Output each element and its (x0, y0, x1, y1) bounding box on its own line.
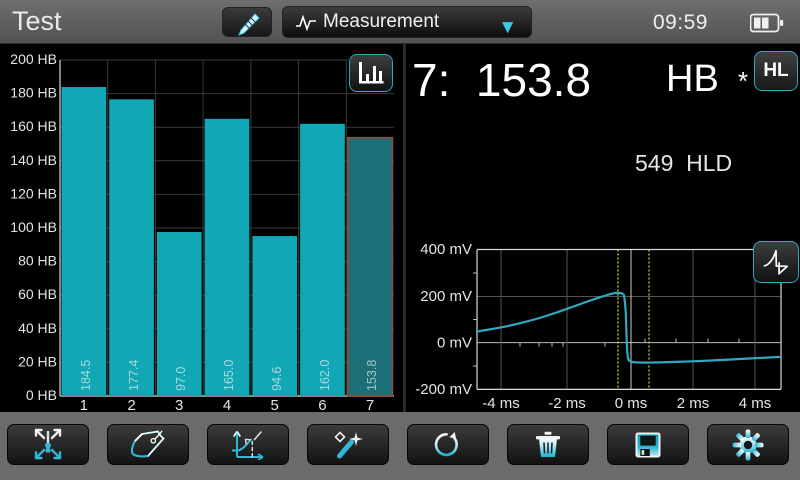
svg-text:60 HB: 60 HB (18, 286, 57, 302)
svg-text:400 mV: 400 mV (420, 241, 472, 258)
svg-text:0 ms: 0 ms (615, 395, 648, 412)
svg-text:40 HB: 40 HB (18, 320, 57, 336)
svg-text:1: 1 (80, 397, 88, 412)
svg-text:6: 6 (318, 397, 326, 412)
svg-text:165.0: 165.0 (222, 360, 236, 391)
svg-text:100 HB: 100 HB (10, 219, 57, 235)
svg-text:94.6: 94.6 (270, 367, 284, 391)
svg-text:200 HB: 200 HB (10, 51, 57, 67)
svg-text:7: 7 (366, 397, 374, 412)
svg-text:200 mV: 200 mV (420, 288, 472, 305)
svg-text:2 ms: 2 ms (677, 395, 710, 412)
svg-text:184.5: 184.5 (79, 360, 93, 391)
svg-text:0 mV: 0 mV (437, 335, 472, 352)
svg-text:180 HB: 180 HB (10, 85, 57, 101)
svg-text:4 ms: 4 ms (739, 395, 772, 412)
svg-text:80 HB: 80 HB (18, 253, 57, 269)
svg-text:5: 5 (271, 397, 279, 412)
svg-text:0 HB: 0 HB (26, 387, 57, 403)
svg-text:4: 4 (223, 397, 231, 412)
svg-text:3: 3 (175, 397, 183, 412)
svg-text:-200 mV: -200 mV (415, 381, 472, 398)
svg-text:160 HB: 160 HB (10, 118, 57, 134)
svg-text:-4 ms: -4 ms (482, 395, 520, 412)
svg-text:2: 2 (127, 397, 135, 412)
svg-text:20 HB: 20 HB (18, 353, 57, 369)
svg-text:177.4: 177.4 (127, 360, 141, 391)
svg-text:140 HB: 140 HB (10, 152, 57, 168)
svg-text:97.0: 97.0 (174, 367, 188, 391)
svg-text:-2 ms: -2 ms (548, 395, 586, 412)
svg-text:153.8: 153.8 (365, 360, 379, 391)
svg-text:120 HB: 120 HB (10, 185, 57, 201)
svg-text:162.0: 162.0 (318, 360, 332, 391)
